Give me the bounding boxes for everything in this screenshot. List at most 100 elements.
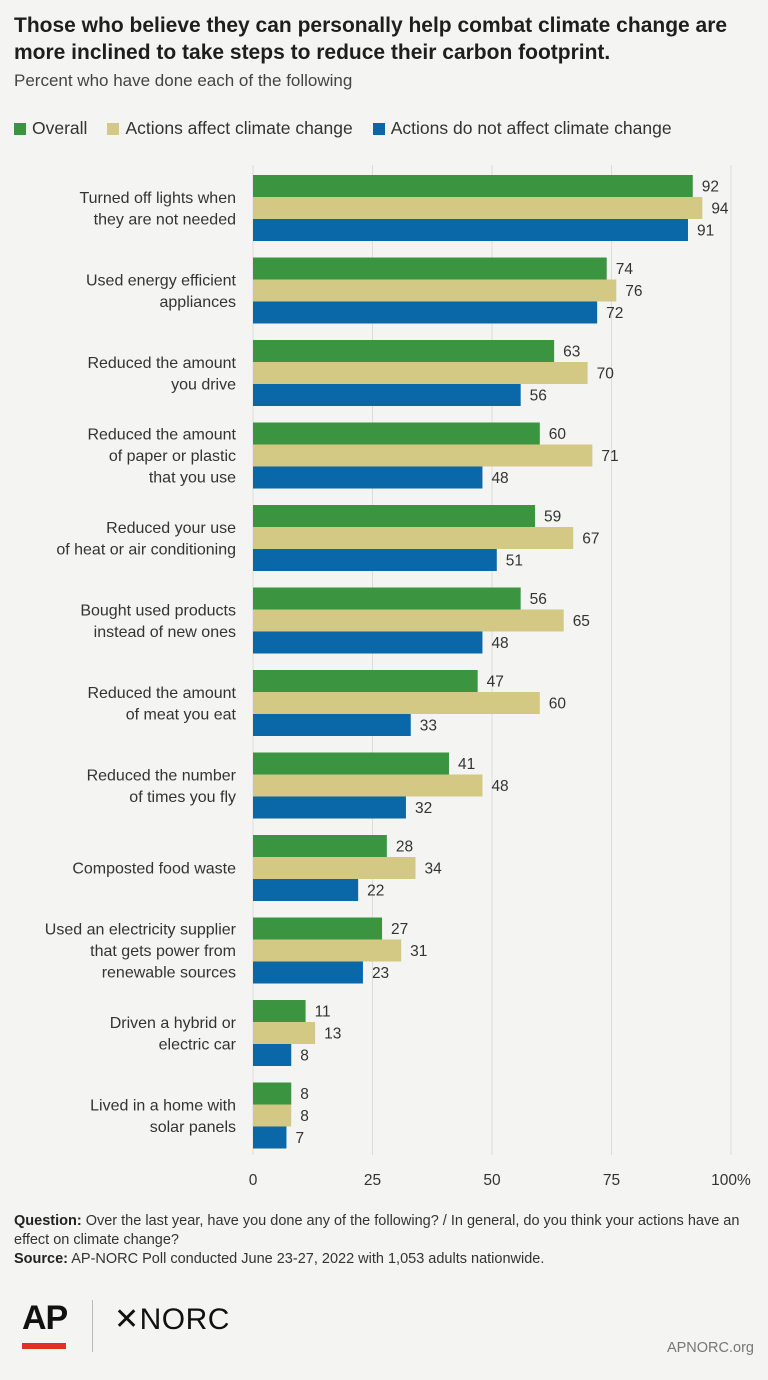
legend-item-overall: Overall <box>14 118 87 139</box>
x-tick-label: 100% <box>711 1172 751 1189</box>
data-label: 31 <box>410 943 427 960</box>
chart-subtitle: Percent who have done each of the follow… <box>14 71 353 90</box>
data-label: 48 <box>491 635 508 652</box>
data-label: 48 <box>491 470 508 487</box>
legend-swatch-overall <box>14 122 26 135</box>
x-tick-label: 0 <box>249 1172 258 1189</box>
x-tick-label: 25 <box>364 1172 381 1189</box>
category-label-line: electric car <box>159 1036 237 1053</box>
category-label-line: renewable sources <box>102 965 236 982</box>
legend-item-affect: Actions affect climate change <box>107 118 353 139</box>
bar-affect <box>253 527 574 549</box>
category-label: Composted food waste <box>72 861 236 878</box>
data-label: 72 <box>606 305 623 322</box>
category-label-line: Used energy efficient <box>86 272 237 289</box>
data-label: 51 <box>506 553 523 570</box>
data-label: 59 <box>544 509 561 526</box>
category-label: Bought used products instead of new ones <box>80 602 236 641</box>
bar-not-affect <box>253 466 483 489</box>
data-label: 32 <box>415 800 432 817</box>
data-label: 22 <box>367 883 384 900</box>
footer-divider <box>92 1300 93 1352</box>
bar-overall <box>253 422 540 445</box>
bar-not-affect <box>253 1044 292 1066</box>
legend-label-overall: Overall <box>32 118 88 138</box>
source-label: Source: <box>14 1251 68 1267</box>
data-label: 94 <box>711 201 729 218</box>
site-link[interactable]: APNORC.org <box>666 1340 754 1356</box>
x-tick-label: 75 <box>603 1172 620 1189</box>
category-label: Reduced the amount of meat you eat <box>87 685 236 724</box>
category-label-line: Reduced the amount <box>87 685 236 702</box>
category-label-line: that gets power from <box>90 943 236 960</box>
data-label: 92 <box>702 179 719 196</box>
category-label: Turned off lights when they are not neede… <box>79 190 236 229</box>
category-label-line: Driven a hybrid or <box>110 1015 237 1032</box>
bar-affect <box>253 444 593 467</box>
bar-not-affect <box>253 714 411 736</box>
ap-logo: AP <box>22 1299 68 1337</box>
bar-affect <box>253 197 703 219</box>
category-label-line: you drive <box>171 376 236 393</box>
source-text: AP-NORC Poll conducted June 23-27, 2022 … <box>71 1251 545 1267</box>
x-tick-label: 50 <box>483 1172 501 1189</box>
data-label: 8 <box>300 1108 309 1125</box>
bar-not-affect <box>253 219 688 241</box>
chart-title: Those who believe they can personally he… <box>14 14 728 64</box>
question-text: Over the last year, have you done any of… <box>14 1213 740 1248</box>
category-label-line: appliances <box>160 294 237 311</box>
data-label: 63 <box>563 344 580 361</box>
data-label: 7 <box>295 1130 304 1147</box>
category-label-line: instead of new ones <box>94 624 236 641</box>
category-label-line: Reduced the amount <box>87 427 236 444</box>
bar-overall <box>253 1000 306 1022</box>
data-label: 67 <box>582 531 599 548</box>
bar-chart: 0 25 50 75 100% 92 94 91 Turned off lights when t… <box>45 165 751 1189</box>
bar-not-affect <box>253 549 497 571</box>
bar-not-affect <box>253 631 483 654</box>
bar-affect <box>253 857 416 879</box>
category-label: Reduced your use of heat or air condition… <box>56 520 236 559</box>
category-label: Reduced the amount you drive <box>87 355 236 394</box>
category-label-line: Used an electricity supplier <box>45 922 237 939</box>
data-label: 11 <box>315 1004 331 1021</box>
bar-not-affect <box>253 796 406 819</box>
category-label-line: they are not needed <box>94 211 236 228</box>
data-label: 33 <box>420 718 437 735</box>
data-label: 65 <box>573 613 590 630</box>
bar-overall <box>253 835 387 857</box>
bar-overall <box>253 175 693 197</box>
category-label-line: that you use <box>149 470 236 487</box>
category-label-line: Lived in a home with <box>90 1097 236 1114</box>
bar-affect <box>253 774 483 797</box>
legend-swatch-affect <box>107 122 120 135</box>
bar-affect <box>253 362 588 384</box>
bar-affect <box>253 279 617 302</box>
category-label-line: Reduced your use <box>106 520 236 537</box>
data-label: 47 <box>487 674 504 691</box>
bar-not-affect <box>253 961 363 984</box>
category-label-line: solar panels <box>150 1119 236 1136</box>
data-label: 74 <box>616 261 634 278</box>
bar-overall <box>253 505 536 527</box>
legend-item-not-affect: Actions do not affect climate change <box>372 118 672 139</box>
legend: Overall Actions affect climate change Ac… <box>14 118 759 139</box>
notes: Question: Over the last year, have you d… <box>14 1212 754 1269</box>
category-label: Lived in a home with solar panels <box>90 1097 236 1136</box>
data-label: 28 <box>396 839 413 856</box>
data-label: 8 <box>300 1048 309 1065</box>
bar-overall <box>253 752 449 775</box>
data-label: 27 <box>391 921 408 938</box>
legend-swatch-not-affect <box>372 122 385 135</box>
data-label: 23 <box>372 965 389 982</box>
category-label-line: Composted food waste <box>72 861 236 878</box>
category-label-line: of meat you eat <box>126 706 237 723</box>
source-note: Source: AP-NORC Poll conducted June 23-2… <box>14 1250 754 1269</box>
category-label-line: Reduced the amount <box>87 355 236 372</box>
category-label: Reduced the amount of paper or plastic tha… <box>87 427 236 487</box>
bar-overall <box>253 257 607 280</box>
bar-affect <box>253 1104 292 1127</box>
bar-affect <box>253 692 540 714</box>
data-label: 41 <box>458 756 475 773</box>
bar-overall <box>253 587 521 610</box>
